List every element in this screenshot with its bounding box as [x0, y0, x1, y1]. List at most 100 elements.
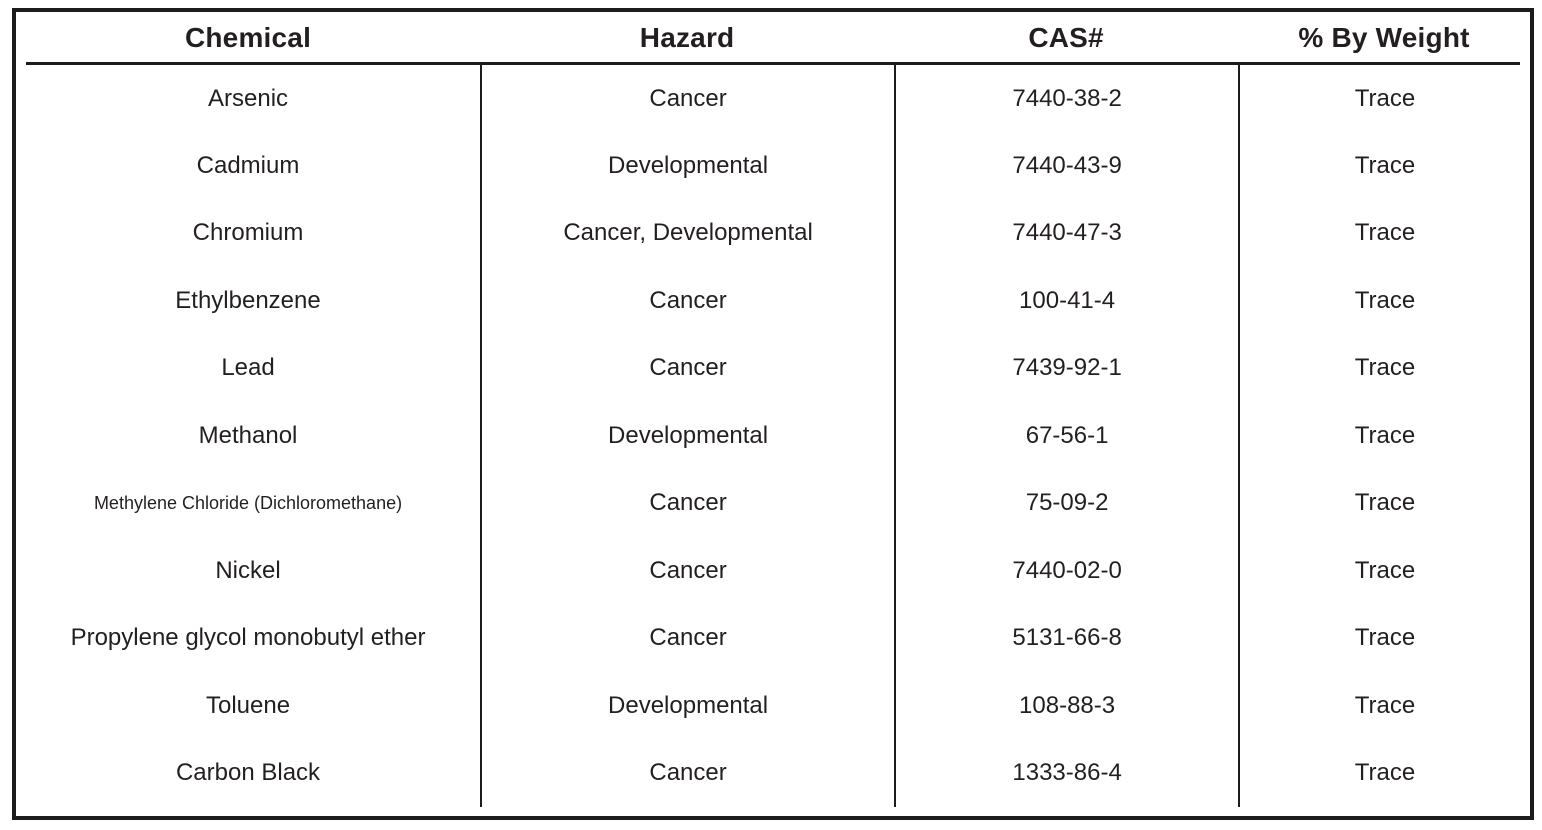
cell-chemical: Carbon Black — [16, 740, 480, 807]
header-divider-line — [26, 62, 1520, 65]
cell-text-chemical: Cadmium — [196, 151, 300, 179]
cell-text-weight: Trace — [1354, 219, 1416, 247]
cell-weight: Trace — [1238, 132, 1530, 200]
cell-hazard: Cancer — [480, 267, 894, 335]
table-body: Arsenic Cancer 7440-38-2 Trace Cadmium Develo… — [16, 65, 1530, 816]
table-row: Carbon Black Cancer 1333-86-4 Trace — [16, 739, 1530, 807]
cell-text-weight: Trace — [1354, 84, 1416, 112]
cell-text-hazard: Developmental — [608, 151, 769, 179]
cell-weight: Trace — [1238, 469, 1530, 538]
column-header-hazard: Hazard — [639, 22, 735, 53]
cell-chemical: Nickel — [16, 537, 480, 604]
cell-text-cas: 75-09-2 — [1025, 489, 1109, 517]
cell-weight: Trace — [1238, 65, 1530, 133]
cell-chemical: Chromium — [16, 200, 480, 267]
cell-hazard: Cancer — [480, 334, 894, 403]
cell-text-hazard: Cancer — [649, 624, 727, 652]
cell-text-chemical: Lead — [221, 354, 275, 382]
cell-text-weight: Trace — [1354, 624, 1416, 652]
cell-text-chemical: Carbon Black — [175, 759, 321, 787]
cell-text-hazard: Cancer, Developmental — [563, 219, 813, 247]
cell-hazard: Cancer, Developmental — [480, 199, 894, 268]
cell-text-cas: 7440-02-0 — [1012, 556, 1122, 584]
cell-text-hazard: Cancer — [649, 84, 727, 112]
cell-hazard: Developmental — [480, 672, 894, 740]
table-row: Toluene Developmental 108-88-3 Trace — [16, 672, 1530, 740]
cell-cas: 67-56-1 — [894, 402, 1238, 470]
cell-text-chemical: Toluene — [205, 691, 291, 719]
cell-text-hazard: Cancer — [649, 489, 727, 517]
cell-hazard: Cancer — [480, 537, 894, 605]
table-row: Ethylbenzene Cancer 100-41-4 Trace — [16, 267, 1530, 335]
cell-weight: Trace — [1238, 672, 1530, 740]
table-row: Arsenic Cancer 7440-38-2 Trace — [16, 65, 1530, 133]
cell-text-weight: Trace — [1354, 556, 1416, 584]
column-header-chemical: Chemical — [184, 22, 312, 53]
cell-chemical: Toluene — [16, 672, 480, 739]
cell-chemical: Lead — [16, 335, 480, 402]
cell-cas: 7440-02-0 — [894, 537, 1238, 605]
cell-chemical: Methylene Chloride (Dichloromethane) — [16, 470, 480, 537]
cell-text-cas: 1333-86-4 — [1012, 759, 1122, 787]
cell-chemical: Cadmium — [16, 132, 480, 199]
cell-cas: 7439-92-1 — [894, 334, 1238, 403]
cell-text-weight: Trace — [1354, 691, 1416, 719]
cell-chemical: Methanol — [16, 402, 480, 469]
cell-text-hazard: Cancer — [649, 556, 727, 584]
cell-chemical: Arsenic — [16, 65, 480, 132]
table-row: Cadmium Developmental 7440-43-9 Trace — [16, 132, 1530, 200]
cell-text-weight: Trace — [1354, 421, 1416, 449]
cell-hazard: Cancer — [480, 65, 894, 133]
cell-hazard: Developmental — [480, 132, 894, 200]
cell-text-cas: 100-41-4 — [1019, 286, 1116, 314]
cell-hazard: Cancer — [480, 739, 894, 807]
cell-hazard: Cancer — [480, 469, 894, 538]
cell-text-chemical: Chromium — [192, 219, 304, 247]
cell-cas: 5131-66-8 — [894, 604, 1238, 673]
cell-text-hazard: Cancer — [649, 759, 727, 787]
table-row: Methanol Developmental 67-56-1 Trace — [16, 402, 1530, 470]
cell-text-chemical: Propylene glycol monobutyl ether — [70, 624, 426, 652]
cell-text-cas: 5131-66-8 — [1012, 624, 1122, 652]
cell-cas: 7440-43-9 — [894, 132, 1238, 200]
cell-cas: 7440-47-3 — [894, 199, 1238, 268]
cell-text-cas: 67-56-1 — [1025, 421, 1109, 449]
cell-text-cas: 7439-92-1 — [1012, 354, 1122, 382]
cell-weight: Trace — [1238, 199, 1530, 268]
cell-text-chemical: Methylene Chloride (Dichloromethane) — [93, 492, 403, 513]
cell-weight: Trace — [1238, 604, 1530, 673]
column-header-weight: % By Weight — [1298, 22, 1470, 53]
cell-text-chemical: Ethylbenzene — [175, 286, 321, 314]
cell-weight: Trace — [1238, 334, 1530, 403]
cell-text-weight: Trace — [1354, 354, 1416, 382]
cell-cas: 75-09-2 — [894, 469, 1238, 538]
cell-text-weight: Trace — [1354, 286, 1416, 314]
cell-text-chemical: Arsenic — [208, 84, 289, 112]
column-header-cas: CAS# — [1028, 22, 1104, 53]
chemical-hazard-disclosure-table: Chemical Hazard CAS# % By Weight Arsenic Can… — [12, 8, 1534, 820]
cell-hazard: Cancer — [480, 604, 894, 673]
cell-text-cas: 108-88-3 — [1019, 691, 1116, 719]
table-header-row: Chemical Hazard CAS# % By Weight — [16, 12, 1530, 62]
cell-weight: Trace — [1238, 267, 1530, 335]
cell-text-chemical: Nickel — [215, 556, 281, 584]
table-row: Chromium Cancer, Developmental 7440-47-3 Tr… — [16, 199, 1530, 268]
cell-cas: 100-41-4 — [894, 267, 1238, 335]
cell-text-hazard: Cancer — [649, 286, 727, 314]
cell-weight: Trace — [1238, 537, 1530, 605]
table-row: Nickel Cancer 7440-02-0 Trace — [16, 537, 1530, 605]
cell-chemical: Propylene glycol monobutyl ether — [16, 605, 480, 672]
table-row: Lead Cancer 7439-92-1 Trace — [16, 334, 1530, 403]
cell-text-cas: 7440-43-9 — [1012, 151, 1122, 179]
cell-text-chemical: Methanol — [198, 421, 298, 449]
cell-text-weight: Trace — [1354, 489, 1416, 517]
cell-weight: Trace — [1238, 739, 1530, 807]
cell-text-hazard: Developmental — [608, 421, 769, 449]
cell-text-hazard: Cancer — [649, 354, 727, 382]
cell-text-cas: 7440-38-2 — [1012, 84, 1122, 112]
cell-weight: Trace — [1238, 402, 1530, 470]
cell-cas: 108-88-3 — [894, 672, 1238, 740]
cell-text-cas: 7440-47-3 — [1012, 219, 1122, 247]
cell-text-weight: Trace — [1354, 759, 1416, 787]
cell-hazard: Developmental — [480, 402, 894, 470]
